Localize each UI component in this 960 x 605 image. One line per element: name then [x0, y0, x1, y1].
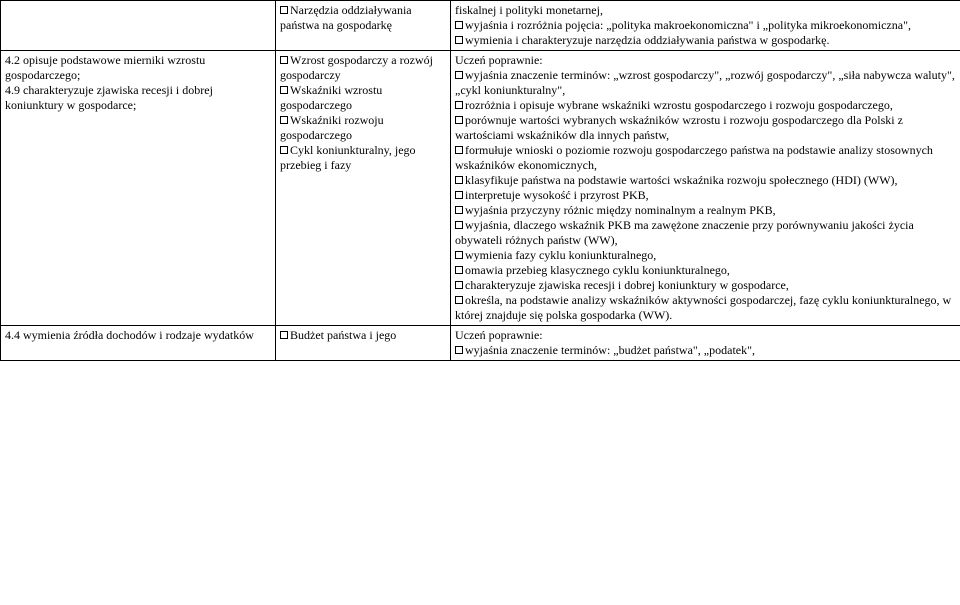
outcome-text: 4.2 opisuje podstawowe mierniki wzrostu …: [5, 53, 271, 83]
item-text: Wzrost gospodarczy a rozwój gospodarczy: [280, 53, 433, 82]
checkbox-icon: [280, 6, 288, 14]
header-text: Uczeń poprawnie:: [455, 328, 956, 343]
checkbox-icon: [280, 146, 288, 154]
outcome-text: 4.9 charakteryzuje zjawiska recesji i do…: [5, 83, 271, 113]
item-text: rozróżnia i opisuje wybrane wskaźniki wz…: [465, 98, 893, 112]
cell-middle: Narzędzia oddziaływania państwa na gospo…: [276, 1, 451, 51]
cell-right: Uczeń poprawnie: wyjaśnia znaczenie term…: [451, 51, 960, 326]
checkbox-icon: [455, 296, 463, 304]
table-row: 4.4 wymienia źródła dochodów i rodzaje w…: [1, 326, 960, 361]
checkbox-icon: [455, 191, 463, 199]
checkbox-icon: [455, 71, 463, 79]
checkbox-icon: [455, 221, 463, 229]
cell-left: [1, 1, 276, 51]
cell-right: Uczeń poprawnie: wyjaśnia znaczenie term…: [451, 326, 960, 361]
item-text: interpretuje wysokość i przyrost PKB,: [465, 188, 649, 202]
item-text: wyjaśnia i rozróżnia pojęcia: „polityka …: [465, 18, 911, 32]
checkbox-icon: [455, 206, 463, 214]
checkbox-icon: [455, 266, 463, 274]
checkbox-icon: [280, 116, 288, 124]
item-text: wyjaśnia, dlaczego wskaźnik PKB ma zawęż…: [455, 218, 914, 247]
cell-left: 4.2 opisuje podstawowe mierniki wzrostu …: [1, 51, 276, 326]
item-text: wymienia i charakteryzuje narzędzia oddz…: [465, 33, 830, 47]
cell-middle: Budżet państwa i jego: [276, 326, 451, 361]
item-text: wymienia fazy cyklu koniunkturalnego,: [465, 248, 656, 262]
cell-middle: Wzrost gospodarczy a rozwój gospodarczy …: [276, 51, 451, 326]
outcome-text: 4.4 wymienia źródła dochodów i rodzaje w…: [5, 328, 271, 343]
checkbox-icon: [455, 116, 463, 124]
checkbox-icon: [280, 331, 288, 339]
cell-left: 4.4 wymienia źródła dochodów i rodzaje w…: [1, 326, 276, 361]
checkbox-icon: [455, 146, 463, 154]
plain-text: fiskalnej i polityki monetarnej,: [455, 3, 956, 18]
cell-right: fiskalnej i polityki monetarnej, wyjaśni…: [451, 1, 960, 51]
item-text: wyjaśnia znaczenie terminów: „wzrost gos…: [455, 68, 955, 97]
checkbox-icon: [455, 101, 463, 109]
item-text: klasyfikuje państwa na podstawie wartośc…: [465, 173, 898, 187]
checkbox-icon: [455, 281, 463, 289]
item-text: wyjaśnia znaczenie terminów: „budżet pań…: [465, 343, 755, 357]
checkbox-icon: [455, 36, 463, 44]
item-text: charakteryzuje zjawiska recesji i dobrej…: [465, 278, 789, 292]
item-text: porównuje wartości wybranych wskaźników …: [455, 113, 903, 142]
item-text: Wskaźniki wzrostu gospodarczego: [280, 83, 382, 112]
checkbox-icon: [280, 86, 288, 94]
item-text: Narzędzia oddziaływania państwa na gospo…: [280, 3, 412, 32]
checkbox-icon: [455, 21, 463, 29]
item-text: Budżet państwa i jego: [290, 328, 396, 342]
checkbox-icon: [455, 176, 463, 184]
item-text: formułuje wnioski o poziomie rozwoju gos…: [455, 143, 933, 172]
item-text: omawia przebieg klasycznego cyklu koniun…: [465, 263, 730, 277]
table-row: Narzędzia oddziaływania państwa na gospo…: [1, 1, 960, 51]
checkbox-icon: [455, 251, 463, 259]
checkbox-icon: [280, 56, 288, 64]
item-text: wyjaśnia przyczyny różnic między nominal…: [465, 203, 776, 217]
header-text: Uczeń poprawnie:: [455, 53, 956, 68]
checkbox-icon: [455, 346, 463, 354]
item-text: Cykl koniunkturalny, jego przebieg i faz…: [280, 143, 416, 172]
item-text: Wskaźniki rozwoju gospodarczego: [280, 113, 384, 142]
table-row: 4.2 opisuje podstawowe mierniki wzrostu …: [1, 51, 960, 326]
curriculum-table: Narzędzia oddziaływania państwa na gospo…: [0, 0, 960, 361]
item-text: określa, na podstawie analizy wskaźników…: [455, 293, 951, 322]
